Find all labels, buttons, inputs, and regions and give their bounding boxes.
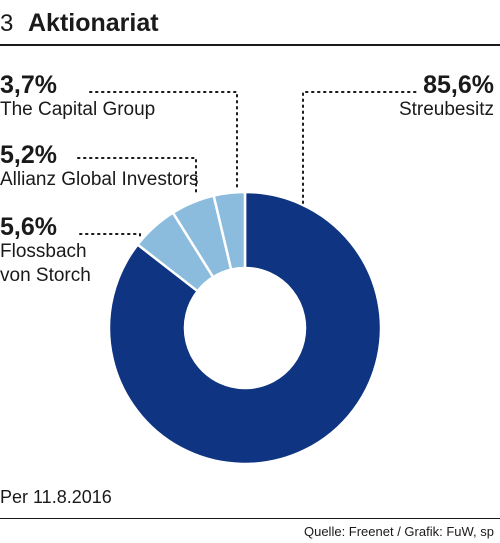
as-of-date: Per 11.8.2016 bbox=[0, 487, 112, 507]
pct-allianz: 5,2% bbox=[0, 141, 57, 169]
leader-flossbach bbox=[79, 233, 141, 241]
chart-number: 3 bbox=[0, 10, 14, 37]
chart-title: Aktionariat bbox=[28, 9, 159, 37]
pct-flossbach: 5,6% bbox=[0, 213, 57, 241]
label-capital-group: The Capital Group bbox=[0, 99, 156, 120]
label-flossbach: Flossbach von Storch bbox=[0, 241, 91, 286]
chart-header: 3 Aktionariat bbox=[0, 0, 500, 44]
slice-streubesitz bbox=[107, 190, 383, 466]
leader-streubesitz bbox=[302, 91, 421, 204]
source-note: Quelle: Freenet / Grafik: FuW, sp bbox=[303, 524, 494, 539]
top-rule bbox=[0, 44, 500, 46]
slice-capital-group bbox=[212, 190, 247, 272]
pct-streubesitz: 85,6% bbox=[423, 71, 494, 99]
label-allianz: Allianz Global Investors bbox=[0, 169, 199, 190]
pct-capital-group: 3,7% bbox=[0, 71, 57, 99]
label-streubesitz: Streubesitz bbox=[398, 99, 494, 120]
leader-capital-group bbox=[89, 91, 238, 189]
bottom-rule bbox=[0, 518, 500, 519]
